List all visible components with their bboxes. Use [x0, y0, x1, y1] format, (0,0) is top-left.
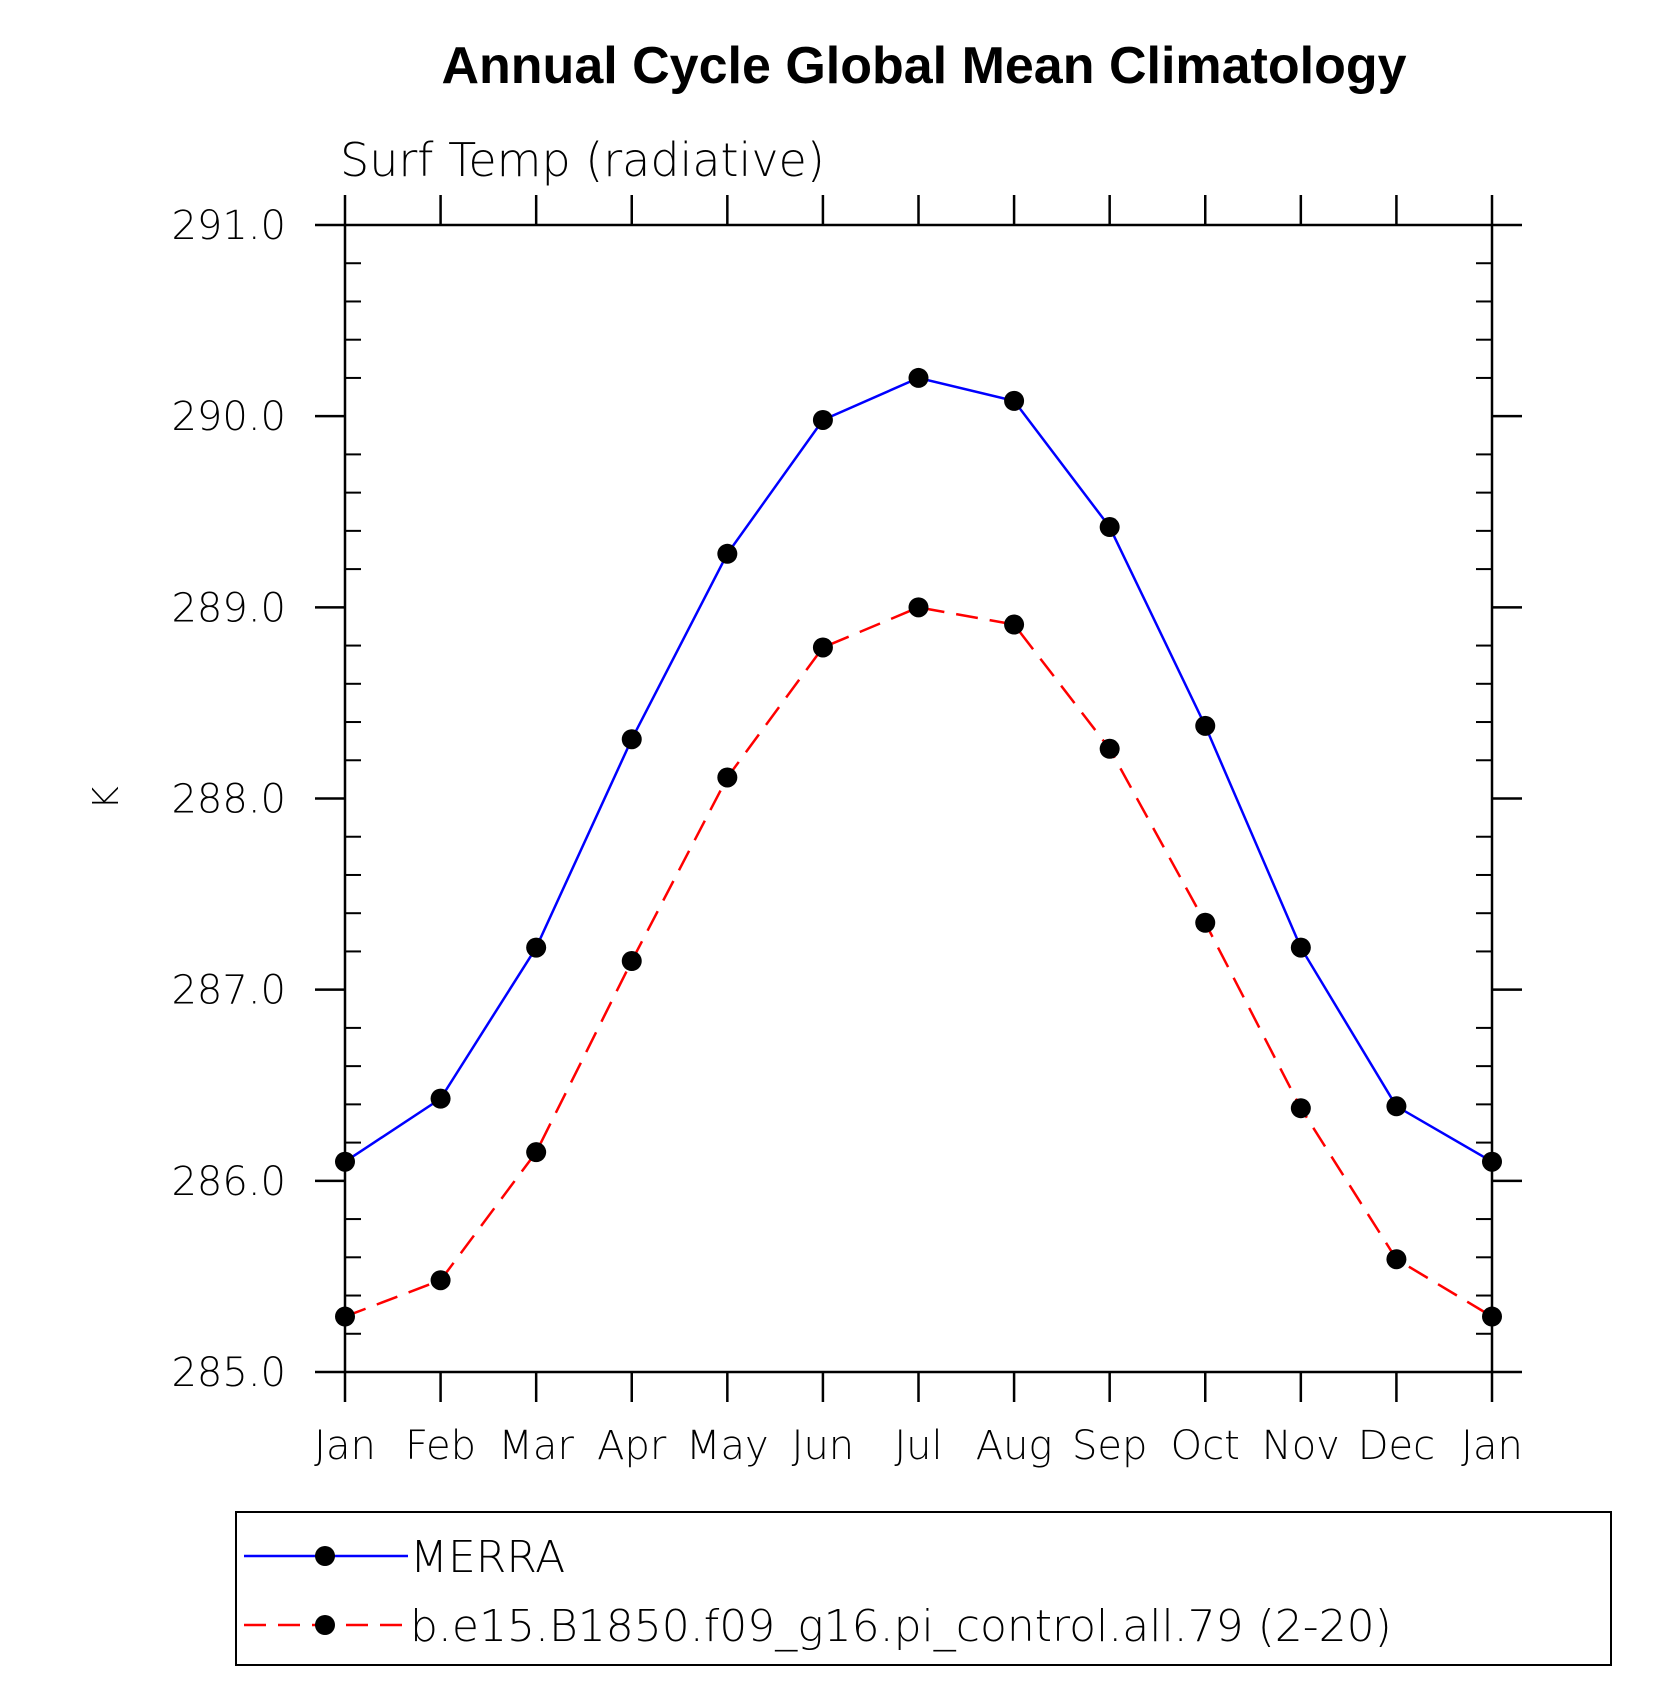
y-tick-label: 286.0	[171, 1159, 286, 1205]
x-tick-label: Nov	[1262, 1423, 1340, 1469]
data-point	[1004, 390, 1025, 411]
series-line-2	[344, 606, 1493, 1318]
data-point	[812, 409, 833, 430]
data-point	[621, 950, 642, 971]
x-tick-label: Aug	[976, 1423, 1053, 1469]
data-point	[1482, 1306, 1502, 1327]
data-point	[1386, 1249, 1407, 1270]
x-tick-label: Dec	[1358, 1423, 1435, 1469]
data-point	[1195, 715, 1216, 736]
legend-marker-1	[315, 1546, 335, 1566]
series-layer	[335, 367, 1502, 1327]
data-point	[1004, 614, 1025, 635]
x-tick-label: Oct	[1171, 1423, 1240, 1469]
data-point	[1099, 738, 1120, 759]
legend-label-1: MERRA	[410, 1532, 565, 1583]
y-tick-label: 289.0	[171, 585, 286, 631]
data-point	[526, 937, 547, 958]
data-point	[1290, 937, 1311, 958]
data-point	[335, 1151, 355, 1172]
data-point	[1482, 1151, 1502, 1172]
x-tick-label: Mar	[498, 1423, 574, 1469]
data-point	[1290, 1098, 1311, 1119]
data-point	[430, 1270, 451, 1291]
x-tick-label: May	[686, 1423, 769, 1469]
legend: MERRA b.e15.B1850.f09_g16.pi_control.all.…	[235, 1511, 1612, 1666]
x-tick-label: Jun	[792, 1423, 855, 1469]
data-point	[335, 1306, 355, 1327]
data-point	[908, 367, 929, 388]
plot-axes: Jan Feb Mar Apr May Jun Jul Aug Sep Oct Nov Dec Jan 2…	[171, 195, 1523, 1469]
legend-box	[235, 1511, 1612, 1666]
legend-label-2: b.e15.B1850.f09_g16.pi_control.all.79 (2…	[410, 1601, 1392, 1652]
y-tick-label: 288.0	[171, 777, 286, 823]
x-tick-label: Jan	[1461, 1423, 1523, 1469]
chart-subtitle: Surf Temp (radiative)	[340, 133, 825, 187]
data-point	[717, 543, 738, 564]
y-tick-label: 290.0	[171, 394, 286, 440]
data-point	[717, 767, 738, 788]
data-point	[1099, 517, 1120, 538]
data-point	[621, 729, 642, 750]
x-tick-label: Sep	[1072, 1423, 1147, 1469]
x-tick-label: Apr	[597, 1423, 667, 1469]
chart-title: Annual Cycle Global Mean Climatology	[441, 37, 1406, 95]
x-tick-label: Jul	[894, 1423, 942, 1469]
y-tick-label: 285.0	[171, 1350, 286, 1396]
x-tick-label: Jan	[314, 1423, 376, 1469]
plot-frame	[343, 223, 1494, 1374]
data-point	[1386, 1096, 1407, 1117]
legend-marker-2	[315, 1615, 335, 1635]
y-axis-label: K	[86, 786, 127, 810]
data-point	[430, 1088, 451, 1109]
data-point	[526, 1142, 547, 1163]
y-tick-label: 291.0	[171, 203, 286, 249]
x-tick-label: Feb	[405, 1423, 476, 1469]
y-tick-label: 287.0	[171, 968, 286, 1014]
data-point	[1195, 912, 1216, 933]
series-line-1	[344, 376, 1493, 1163]
data-point	[908, 597, 929, 618]
data-point	[812, 637, 833, 658]
